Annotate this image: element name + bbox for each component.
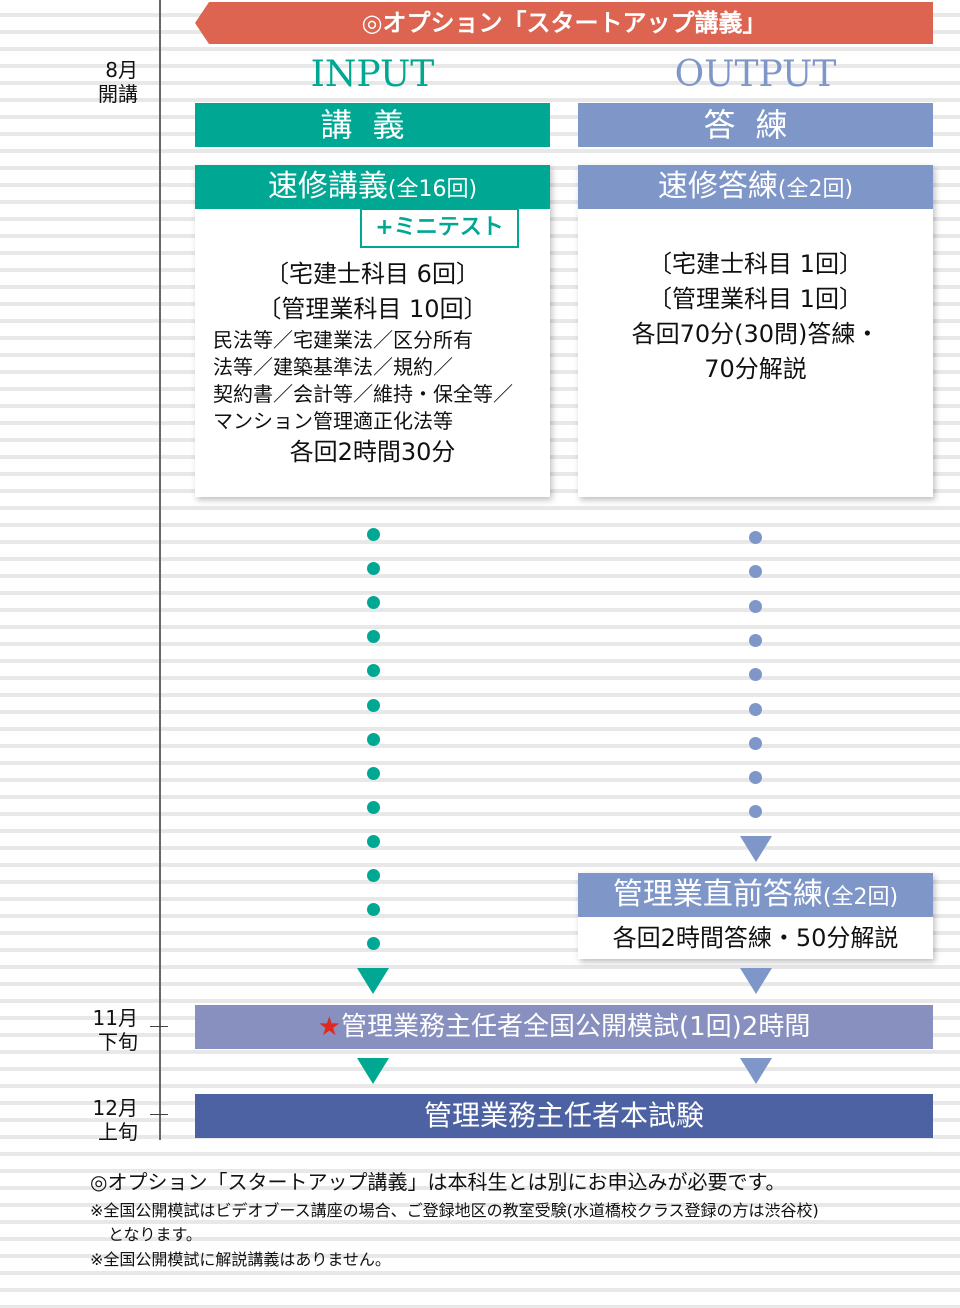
down-arrow-icon: [740, 1058, 772, 1084]
flow-dot: [749, 599, 762, 613]
timeline-tick: [150, 1114, 168, 1115]
output-heading: OUTPUT: [674, 54, 837, 95]
flow-dot: [367, 528, 380, 541]
down-arrow-icon: [740, 968, 772, 994]
star-icon: ★: [317, 1012, 341, 1042]
input-bar: 講義: [195, 103, 550, 147]
output-card-title: 速修答練(全2回): [578, 165, 933, 209]
output-bar: 答練: [578, 103, 933, 147]
flow-dot: [367, 562, 380, 576]
flow-dot: [749, 531, 762, 544]
timeline-tick: [150, 1026, 168, 1027]
output-card-2: 管理業直前答練(全2回) 各回2時間答練・50分解説: [578, 873, 933, 959]
final-exam-bar: 管理業務主任者本試験: [195, 1094, 933, 1138]
note-mock-cont: となります。: [108, 1225, 202, 1244]
timeline-axis: [159, 0, 161, 1140]
flow-dot: [749, 702, 762, 716]
input-heading: INPUT: [310, 54, 435, 95]
output-card: 速修答練(全2回) 〔宅建士科目 1回〕 〔管理業科目 1回〕 各回70分(30問)…: [578, 165, 933, 497]
flow-dot: [367, 903, 380, 917]
input-card-body: 〔宅建士科目 6回〕 〔管理業科目 10回〕 民法等／宅建業法／区分所有 法等／建築…: [213, 260, 513, 466]
down-arrow-icon: [357, 1058, 389, 1084]
flow-dot: [749, 565, 762, 579]
output-card-2-title: 管理業直前答練(全2回): [578, 873, 933, 917]
option-banner: ◎オプション「スタートアップ講義」: [195, 2, 933, 44]
flow-dot: [367, 869, 380, 882]
flow-dot: [367, 630, 380, 644]
note-option: ◎オプション「スタートアップ講義」は本科生とは別にお申込みが必要です。: [90, 1170, 786, 1194]
input-card-title: 速修講義(全16回): [195, 165, 550, 209]
flow-dot: [749, 736, 762, 750]
flow-dot: [367, 664, 380, 678]
timeline-label-nov: 11月 下旬: [92, 1006, 138, 1054]
output-card-body: 〔宅建士科目 1回〕 〔管理業科目 1回〕 各回70分(30問)答練・ 70分解説: [631, 250, 880, 383]
flow-dot: [367, 834, 380, 848]
timeline-label-aug: 8月 開講: [98, 58, 138, 106]
flow-dot: [749, 805, 762, 819]
note-no-lecture: ※全国公開模試に解説講義はありません。: [90, 1250, 391, 1269]
flow-dot: [367, 732, 380, 746]
flow-dot: [749, 771, 762, 785]
flow-dot: [367, 698, 380, 712]
mock-exam-bar: ★管理業務主任者全国公開模試(1回)2時間: [195, 1005, 933, 1049]
flow-dot: [367, 766, 380, 780]
flow-dot: [367, 800, 380, 814]
input-card: 速修講義(全16回) +ミニテスト 〔宅建士科目 6回〕 〔管理業科目 10回〕 …: [195, 165, 550, 497]
down-arrow-icon: [740, 836, 772, 862]
timeline-label-dec: 12月 上旬: [92, 1096, 138, 1144]
flow-dot: [749, 668, 762, 682]
down-arrow-icon: [357, 968, 389, 994]
mini-test-badge: +ミニテスト: [360, 208, 519, 248]
flow-dot: [367, 937, 380, 951]
flow-dot: [749, 633, 762, 647]
output-card-2-body: 各回2時間答練・50分解説: [612, 924, 899, 952]
flow-dot: [367, 596, 380, 610]
note-mock: ※全国公開模試はビデオブース講座の場合、ご登録地区の教室受験(水道橋校クラス登録…: [90, 1201, 819, 1220]
